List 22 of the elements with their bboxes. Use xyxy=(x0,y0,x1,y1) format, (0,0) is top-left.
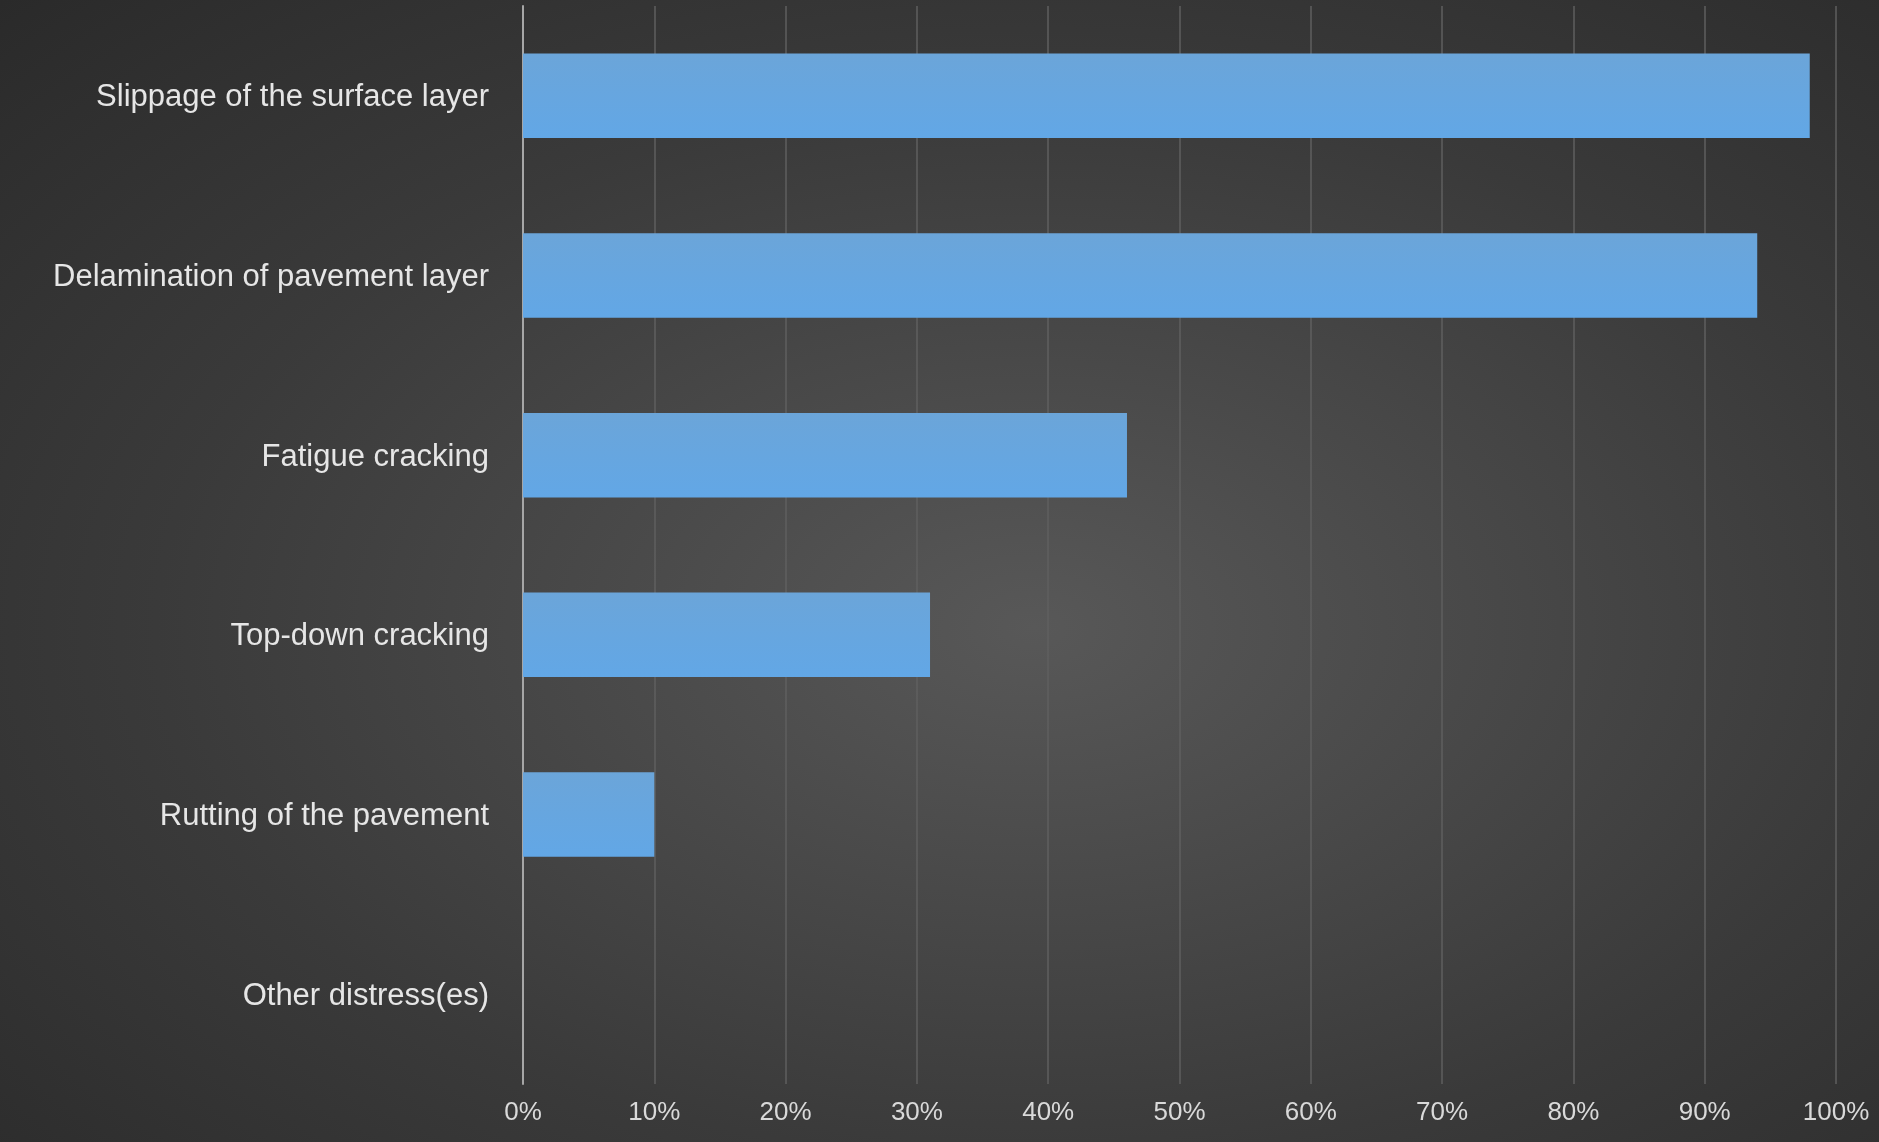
x-tick-label: 90% xyxy=(1678,1096,1731,1126)
x-tick-label: 70% xyxy=(1416,1096,1469,1126)
x-tick-label: 50% xyxy=(1153,1096,1206,1126)
bar xyxy=(523,53,1810,139)
x-tick-label: 20% xyxy=(759,1096,812,1126)
y-tick-label: Other distress(es) xyxy=(242,976,489,1012)
x-tick-label: 30% xyxy=(890,1096,943,1126)
y-tick-label: Rutting of the pavement xyxy=(159,797,490,832)
x-tick-label: 80% xyxy=(1547,1096,1600,1126)
x-tick-label: 40% xyxy=(1022,1096,1075,1126)
bar xyxy=(523,772,655,857)
x-tick-label: 10% xyxy=(628,1096,681,1126)
bar xyxy=(523,592,931,678)
x-tick-label: 100% xyxy=(1802,1096,1870,1126)
x-tick-label: 0% xyxy=(504,1096,542,1126)
bar xyxy=(523,412,1127,498)
bar xyxy=(523,233,1758,318)
y-tick-label: Delamination of pavement layer xyxy=(53,258,489,293)
y-tick-label: Fatigue cracking xyxy=(261,437,489,473)
x-tick-label: 60% xyxy=(1284,1096,1337,1126)
y-tick-label: Top-down cracking xyxy=(230,617,489,653)
y-tick-label: Slippage of the surface layer xyxy=(96,78,489,114)
